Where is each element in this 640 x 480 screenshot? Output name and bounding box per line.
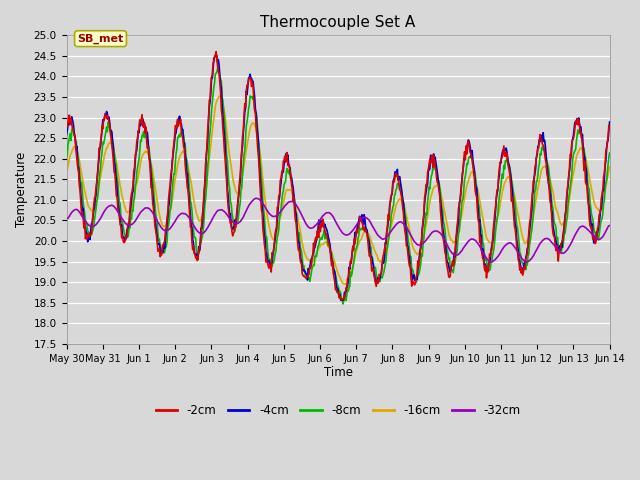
-8cm: [129, 207, 136, 213]
-4cm: [213, 54, 221, 60]
Line: -32cm: -32cm: [67, 198, 610, 262]
-32cm: [252, 195, 260, 201]
-32cm: [487, 259, 495, 265]
-2cm: [72, 151, 80, 157]
-2cm: [129, 188, 136, 193]
-16cm: [216, 93, 224, 98]
-4cm: [339, 298, 347, 303]
-16cm: [422, 226, 429, 231]
Line: -2cm: -2cm: [67, 52, 610, 300]
-32cm: [129, 221, 136, 227]
Line: -16cm: -16cm: [67, 96, 610, 284]
-16cm: [184, 159, 191, 165]
-32cm: [405, 228, 413, 234]
-2cm: [213, 54, 221, 60]
-4cm: [63, 132, 70, 138]
-4cm: [72, 147, 80, 153]
-2cm: [338, 297, 346, 303]
-32cm: [63, 216, 70, 222]
Text: SB_met: SB_met: [77, 34, 124, 44]
-8cm: [184, 161, 191, 167]
-8cm: [214, 63, 222, 69]
-2cm: [606, 123, 614, 129]
Y-axis label: Temperature: Temperature: [15, 152, 28, 227]
-4cm: [406, 253, 413, 259]
-16cm: [341, 281, 349, 287]
-2cm: [422, 190, 429, 196]
-32cm: [184, 213, 191, 218]
-4cm: [129, 192, 136, 197]
-32cm: [72, 206, 80, 212]
Line: -4cm: -4cm: [67, 54, 610, 300]
-32cm: [606, 223, 614, 228]
-16cm: [606, 164, 614, 170]
-8cm: [422, 221, 429, 227]
-8cm: [606, 150, 614, 156]
-4cm: [184, 170, 191, 176]
-16cm: [406, 227, 413, 233]
-8cm: [339, 301, 347, 307]
-4cm: [606, 119, 614, 125]
-8cm: [406, 247, 413, 252]
-8cm: [63, 155, 70, 160]
-8cm: [212, 71, 220, 76]
X-axis label: Time: Time: [324, 366, 353, 379]
-32cm: [212, 210, 220, 216]
-4cm: [422, 194, 429, 200]
-4cm: [212, 51, 220, 57]
-16cm: [129, 203, 136, 208]
Line: -8cm: -8cm: [67, 66, 610, 304]
-32cm: [420, 239, 428, 245]
Legend: -2cm, -4cm, -8cm, -16cm, -32cm: -2cm, -4cm, -8cm, -16cm, -32cm: [151, 399, 525, 421]
-16cm: [63, 168, 70, 174]
Title: Thermocouple Set A: Thermocouple Set A: [260, 15, 416, 30]
-2cm: [184, 186, 191, 192]
-2cm: [63, 124, 70, 130]
-2cm: [212, 49, 220, 55]
-2cm: [406, 263, 413, 269]
-16cm: [72, 146, 80, 152]
-8cm: [72, 140, 80, 145]
-16cm: [212, 100, 220, 106]
